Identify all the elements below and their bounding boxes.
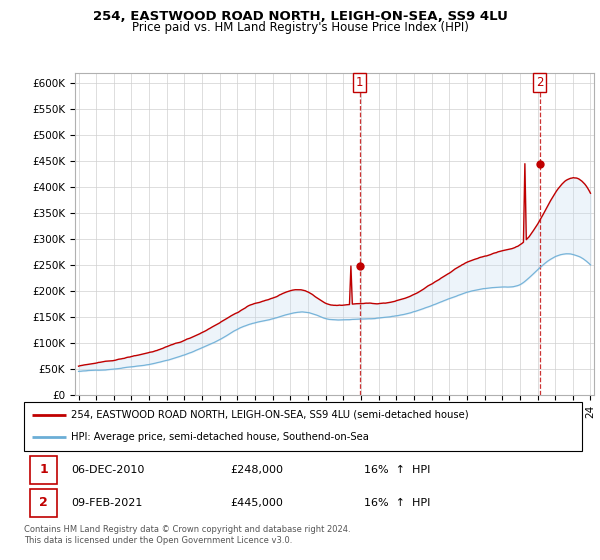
Text: Contains HM Land Registry data © Crown copyright and database right 2024.
This d: Contains HM Land Registry data © Crown c…	[24, 525, 350, 545]
Text: 06-DEC-2010: 06-DEC-2010	[71, 465, 145, 475]
Bar	[29, 456, 58, 484]
Text: 16%  ↑  HPI: 16% ↑ HPI	[364, 465, 431, 475]
Text: £248,000: £248,000	[230, 465, 283, 475]
Text: 16%  ↑  HPI: 16% ↑ HPI	[364, 498, 431, 508]
Text: 2: 2	[39, 496, 48, 509]
Text: HPI: Average price, semi-detached house, Southend-on-Sea: HPI: Average price, semi-detached house,…	[71, 432, 370, 442]
Text: £445,000: £445,000	[230, 498, 283, 508]
Text: 2: 2	[536, 76, 544, 89]
Text: 1: 1	[39, 463, 48, 476]
Text: 1: 1	[356, 76, 364, 89]
Text: 254, EASTWOOD ROAD NORTH, LEIGH-ON-SEA, SS9 4LU (semi-detached house): 254, EASTWOOD ROAD NORTH, LEIGH-ON-SEA, …	[71, 410, 469, 420]
Text: Price paid vs. HM Land Registry's House Price Index (HPI): Price paid vs. HM Land Registry's House …	[131, 21, 469, 34]
Bar	[29, 489, 58, 517]
Text: 254, EASTWOOD ROAD NORTH, LEIGH-ON-SEA, SS9 4LU: 254, EASTWOOD ROAD NORTH, LEIGH-ON-SEA, …	[92, 10, 508, 23]
Text: 09-FEB-2021: 09-FEB-2021	[71, 498, 143, 508]
